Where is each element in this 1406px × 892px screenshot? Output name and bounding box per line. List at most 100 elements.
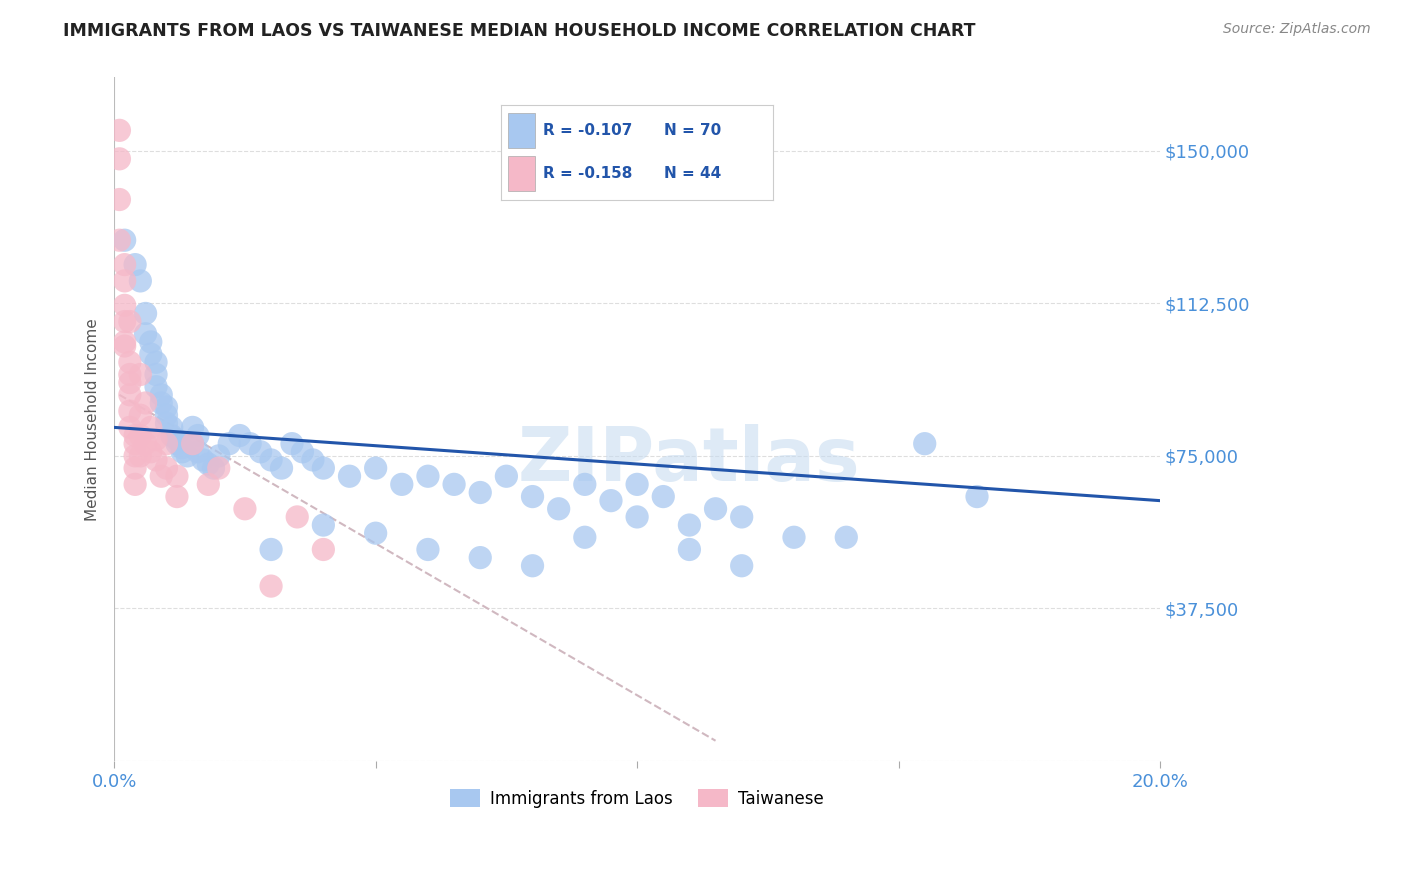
Point — [172, 441, 194, 455]
Point — [270, 461, 292, 475]
Point — [181, 436, 204, 450]
Point — [118, 315, 141, 329]
Point — [260, 453, 283, 467]
Point — [176, 449, 198, 463]
Point — [233, 501, 256, 516]
Point — [166, 436, 188, 450]
Point — [108, 152, 131, 166]
Point — [135, 326, 157, 341]
Point — [166, 490, 188, 504]
Point — [783, 530, 806, 544]
Point — [135, 396, 157, 410]
Point — [155, 417, 177, 431]
Point — [228, 428, 250, 442]
Point — [124, 428, 146, 442]
Point — [547, 501, 569, 516]
Y-axis label: Median Household Income: Median Household Income — [86, 318, 100, 521]
Point — [187, 445, 209, 459]
Point — [391, 477, 413, 491]
Text: ZIPatlas: ZIPatlas — [517, 424, 860, 497]
Point — [124, 449, 146, 463]
Point — [626, 477, 648, 491]
Point — [202, 461, 225, 475]
Point — [150, 469, 173, 483]
Point — [129, 274, 152, 288]
Point — [172, 445, 194, 459]
Point — [678, 518, 700, 533]
Point — [129, 368, 152, 382]
Point — [470, 550, 492, 565]
Point — [522, 558, 544, 573]
Point — [208, 461, 231, 475]
Point — [522, 490, 544, 504]
Point — [124, 477, 146, 491]
Point — [187, 428, 209, 442]
Point — [108, 193, 131, 207]
Point — [239, 436, 262, 450]
Point — [704, 501, 727, 516]
Point — [139, 420, 162, 434]
Point — [129, 449, 152, 463]
Point — [600, 493, 623, 508]
Point — [260, 542, 283, 557]
Legend: Immigrants from Laos, Taiwanese: Immigrants from Laos, Taiwanese — [444, 783, 831, 814]
Point — [181, 436, 204, 450]
Point — [416, 542, 439, 557]
Text: Source: ZipAtlas.com: Source: ZipAtlas.com — [1223, 22, 1371, 37]
Point — [155, 436, 177, 450]
Point — [145, 380, 167, 394]
Point — [364, 526, 387, 541]
Point — [312, 461, 335, 475]
Point — [302, 453, 325, 467]
Point — [145, 433, 167, 447]
Point — [574, 530, 596, 544]
Point — [160, 420, 183, 434]
Point — [114, 274, 136, 288]
Point — [129, 408, 152, 422]
Point — [160, 428, 183, 442]
Point — [124, 436, 146, 450]
Point — [150, 396, 173, 410]
Point — [129, 428, 152, 442]
Point — [470, 485, 492, 500]
Point — [155, 400, 177, 414]
Point — [150, 388, 173, 402]
Point — [197, 477, 219, 491]
Point — [291, 445, 314, 459]
Point — [166, 469, 188, 483]
Point — [114, 258, 136, 272]
Point — [124, 258, 146, 272]
Point — [108, 123, 131, 137]
Point — [114, 298, 136, 312]
Point — [339, 469, 361, 483]
Point — [145, 368, 167, 382]
Point — [835, 530, 858, 544]
Point — [249, 445, 271, 459]
Point — [626, 510, 648, 524]
Point — [285, 510, 308, 524]
Point — [312, 518, 335, 533]
Point — [731, 510, 754, 524]
Point — [114, 233, 136, 247]
Point — [191, 453, 214, 467]
Point — [139, 347, 162, 361]
Point — [139, 445, 162, 459]
Point — [312, 542, 335, 557]
Point — [155, 461, 177, 475]
Point — [118, 404, 141, 418]
Point — [145, 355, 167, 369]
Point — [135, 306, 157, 320]
Point — [364, 461, 387, 475]
Point — [181, 420, 204, 434]
Point — [495, 469, 517, 483]
Point — [678, 542, 700, 557]
Point — [118, 420, 141, 434]
Point — [416, 469, 439, 483]
Point — [574, 477, 596, 491]
Point — [914, 436, 936, 450]
Point — [197, 457, 219, 471]
Point — [260, 579, 283, 593]
Point — [118, 388, 141, 402]
Point — [114, 334, 136, 349]
Point — [731, 558, 754, 573]
